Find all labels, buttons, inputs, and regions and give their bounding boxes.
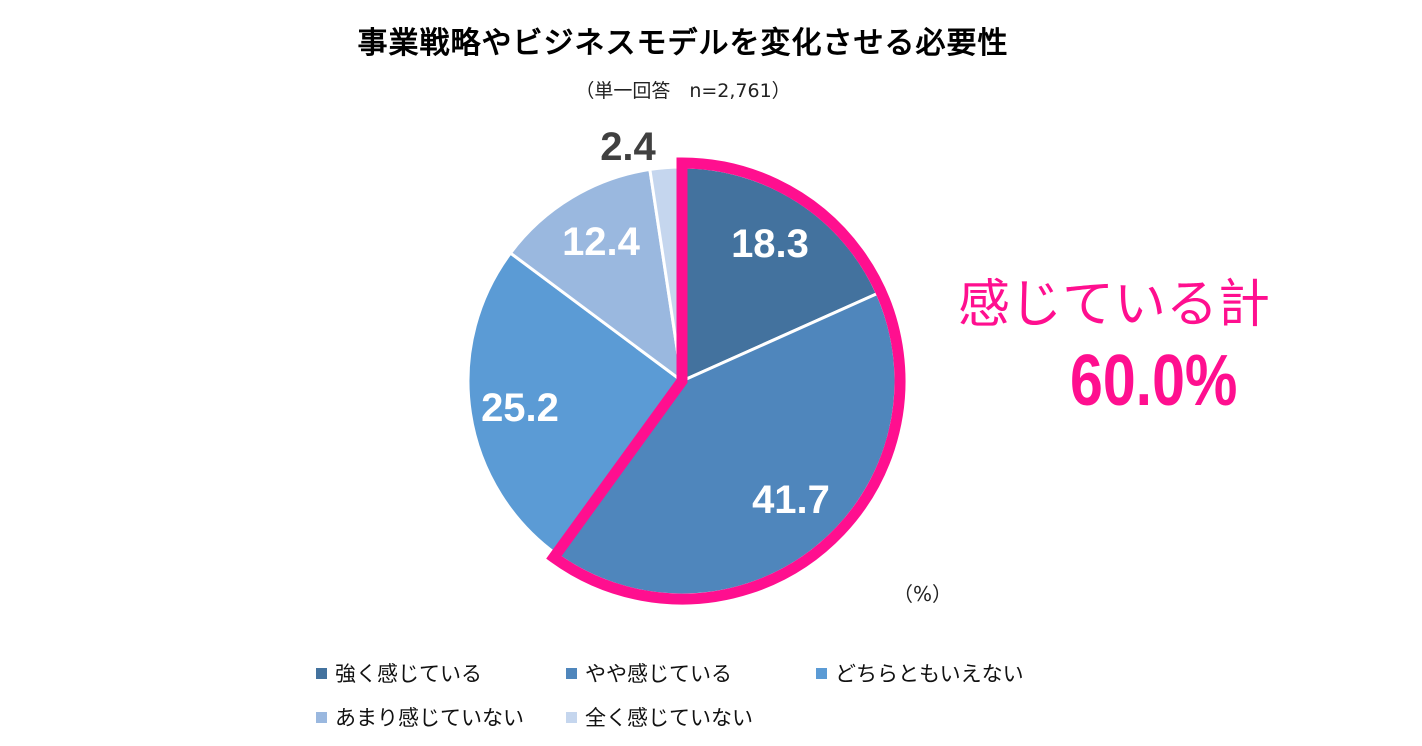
highlight-value: 60.0% (1070, 341, 1238, 421)
pie-slice (508, 167, 685, 385)
highlight-caption: 感じている計 (958, 275, 1271, 335)
legend-row: あまり感じていない 全く感じていない (316, 702, 1116, 746)
legend-label: どちらともいえない (835, 662, 1024, 686)
slice-value-label: 18.3 (731, 222, 809, 266)
legend-label: 強く感じている (335, 662, 482, 686)
legend: 強く感じている やや感じている どちらともいえない あまり感じていない 全く感じ… (316, 658, 1116, 746)
legend-item-strongly-feel: 強く感じている (316, 658, 482, 688)
legend-swatch (566, 667, 577, 679)
unit-label: （%） (893, 582, 953, 606)
pie-slice (466, 250, 685, 557)
legend-swatch (316, 667, 327, 679)
legend-item-not-much: あまり感じていない (316, 702, 524, 732)
slice-value-label: 41.7 (752, 478, 830, 522)
legend-item-somewhat-feel: やや感じている (566, 658, 732, 688)
slice-value-label: 2.4 (600, 125, 656, 169)
legend-label: あまり感じていない (335, 706, 524, 730)
highlight-outline (546, 157, 906, 605)
chart-subtitle: （単一回答 n=2,761） (575, 80, 791, 102)
legend-row: 強く感じている やや感じている どちらともいえない (316, 658, 1116, 702)
legend-swatch (816, 667, 827, 679)
legend-item-not-at-all: 全く感じていない (566, 702, 753, 732)
legend-label: やや感じている (585, 662, 732, 686)
legend-label: 全く感じていない (585, 706, 753, 730)
chart-title: 事業戦略やビジネスモデルを変化させる必要性 (357, 26, 1009, 61)
slice-value-label: 12.4 (562, 220, 641, 264)
slice-value-label: 25.2 (481, 386, 559, 430)
legend-swatch (566, 711, 577, 723)
legend-item-neutral: どちらともいえない (816, 658, 1024, 688)
legend-swatch (316, 711, 327, 723)
